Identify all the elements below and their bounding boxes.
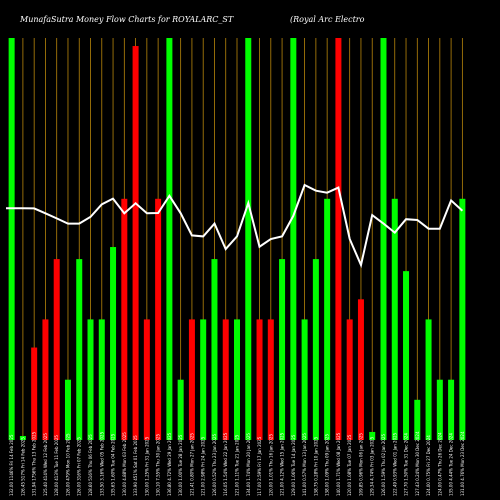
tick-label: 126.00 0.52% Thu 23 Jan 2025 — [212, 434, 217, 496]
tick-label: 138.00 1.09% Thu 09 Jan 2025 — [325, 434, 330, 496]
bar — [234, 319, 240, 440]
price-line — [6, 183, 464, 269]
bar — [42, 319, 49, 440]
bar — [312, 259, 319, 440]
bar — [380, 38, 387, 440]
tick-label: 116.05 1.54% Wed 22 Jan 2025 — [223, 432, 228, 496]
tick-label: 136.80 4.72% Wed 29 Jan 2025 — [167, 432, 172, 496]
tick-label: 121.00 4.12% Wed 15 Jan 2025 — [280, 432, 285, 496]
bar — [448, 379, 455, 440]
tick-label: 129.34 4.74% Fri 03 Jan 2025 — [370, 436, 375, 496]
bar — [132, 46, 139, 440]
tick-label: 130.00 4.88% Mon 03 Feb 2025 — [122, 432, 127, 496]
tick-label: 131.94 1756% Thu 13 Feb 2025 — [32, 431, 37, 496]
tick-label: 140.00 1.71% Wed 08 Jan 2025 — [336, 432, 341, 496]
x-axis-tick-labels: 132.00 1146% Fri 14 Feb 2025 126.45 517% … — [9, 431, 465, 496]
tick-label: 127.70 1.50% Tue 31 Dec 2024 — [404, 433, 409, 496]
tick-label: 134.00 1.74% Mon 20 Jan 2025 — [246, 433, 251, 496]
bar — [110, 247, 117, 440]
bar — [403, 271, 410, 440]
tick-label: 121.41 0.80% Mon 27 Jan 2025 — [189, 433, 194, 496]
bar — [357, 299, 364, 440]
bar-series — [8, 38, 466, 440]
bar — [256, 319, 263, 440]
bar — [222, 319, 229, 440]
bar — [267, 319, 274, 440]
bar — [414, 399, 421, 440]
bar — [31, 347, 38, 440]
tick-label: 128.60 516% Thu 06 Feb 2025 — [88, 434, 93, 496]
bar — [143, 319, 150, 440]
bar — [53, 259, 60, 440]
tick-label: 122.49 0.93% Wed 01 Jan 2025 — [392, 432, 397, 496]
tick-label: 126.00 1.59% Thu 02 Jan 2025 — [381, 434, 386, 496]
bar — [279, 259, 286, 440]
tick-label: 130.00 1.25% Fri 31 Jan 2025 — [144, 436, 149, 496]
tick-label: 126.00 479% Mon 10 Feb 2025 — [65, 433, 70, 496]
tick-label: 109.85 0.96% Mon 06 Jan 2025 — [358, 433, 363, 496]
tick-label: 126.00 316% Fri 07 Feb 2025 — [77, 437, 82, 496]
bar — [19, 435, 26, 440]
bar — [211, 259, 218, 440]
bar — [200, 319, 207, 440]
bar — [155, 198, 162, 440]
bar — [301, 319, 308, 440]
bar — [166, 38, 173, 440]
tick-label: 121.00 1.11% Tue 21 Jan 2025 — [235, 434, 240, 496]
tick-label: 121.00 2.98% Fri 24 Jan 2025 — [201, 436, 206, 496]
bar — [121, 198, 128, 440]
bar — [98, 319, 105, 440]
tick-label: 138.75 0.28% Fri 10 Jan 2025 — [313, 436, 318, 496]
bar — [8, 38, 15, 440]
bar — [188, 319, 195, 440]
tick-label: 135.65 1.60% Tue 04 Feb 2025 — [111, 433, 116, 496]
tick-label: 117.00 2.59% Fri 17 Jan 2025 — [257, 436, 262, 496]
bar — [391, 198, 398, 440]
tick-label: 141.00 0.57% Mon 13 Jan 2025 — [302, 433, 307, 496]
tick-label: 133.90 451% Sat 01 Feb 2025 — [133, 435, 138, 496]
tick-label: 127.43 0.24% Mon 30 Dec 2024 — [415, 431, 420, 496]
bar — [64, 379, 71, 440]
tick-label: 120.00 1.08% Tue 07 Jan 2025 — [347, 434, 352, 496]
tick-label: 135.00 4.44% Tue 24 Dec 2024 — [449, 433, 454, 496]
tick-label: 133.50 3.16% Wed 05 Feb 2025 — [99, 431, 104, 496]
bar — [87, 319, 94, 440]
tick-label: 128.00 413% Tue 11 Feb 2025 — [54, 435, 59, 496]
bar — [324, 198, 331, 440]
bar — [459, 198, 466, 440]
chart-title: MunafaSutra Money Flow Charts for ROYALA… — [19, 15, 234, 24]
bar — [425, 319, 432, 440]
tick-label: 132.00 1146% Fri 14 Feb 2025 — [9, 434, 14, 496]
tick-label: 129.00 1.06% Tue 14 Jan 2025 — [291, 434, 296, 496]
tick-label: 130.00 1.00% Tue 28 Jan 2025 — [178, 434, 183, 496]
bar — [335, 38, 342, 440]
chart-subtitle: (Royal Arc Electro — [290, 15, 365, 24]
bar — [369, 431, 376, 440]
tick-label: 120.00 1.01% Thu 16 Jan 2025 — [268, 434, 273, 496]
bar — [290, 38, 297, 440]
tick-label: 124.00 0.47% Thu 26 Dec 2024 — [437, 432, 442, 496]
tick-label: 130.10 7.55% Thu 30 Jan 2025 — [156, 434, 161, 496]
tick-label: 131.00 4.76% Mon 23 Dec 2024 — [460, 431, 465, 496]
bar — [436, 379, 443, 440]
tick-label: 126.45 517% Fri 14 Feb 2025 — [20, 437, 25, 496]
tick-label: 124.00 0.75% Fri 27 Dec 2024 — [426, 435, 431, 496]
bar — [177, 379, 184, 440]
bar — [76, 259, 83, 440]
bar — [245, 38, 252, 440]
tick-label: 125.40 414% Wed 12 Feb 2025 — [43, 433, 48, 496]
bar — [346, 319, 353, 440]
